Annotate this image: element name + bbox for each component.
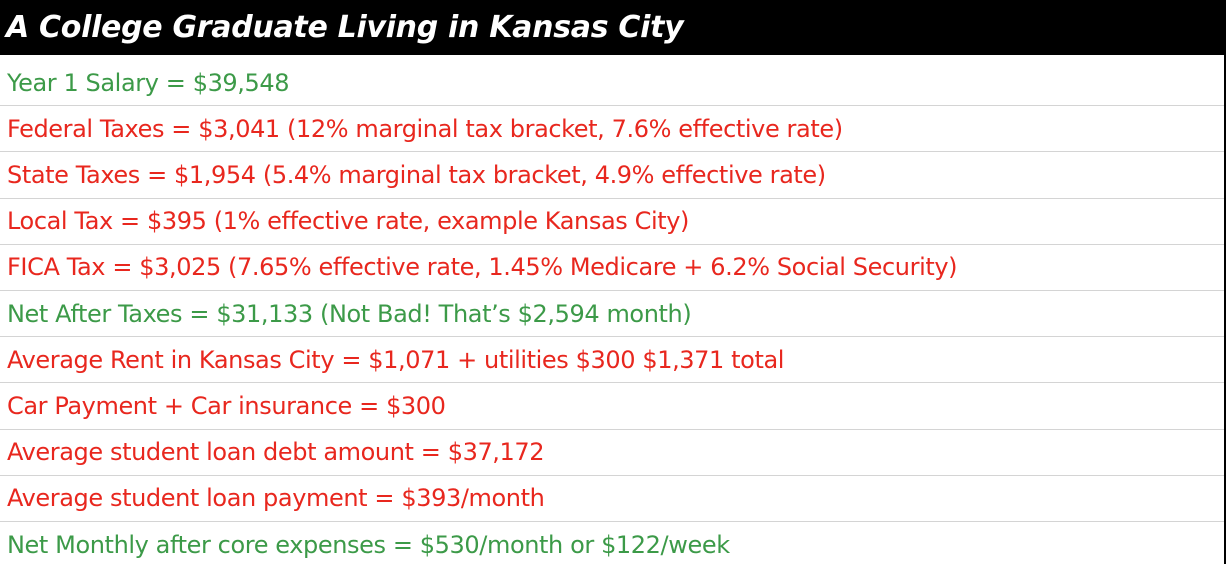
row-text: Federal Taxes = $3,041 (12% marginal tax…	[7, 114, 843, 143]
row-text: State Taxes = $1,954 (5.4% marginal tax …	[7, 160, 826, 189]
budget-row-salary: Year 1 Salary = $39,548	[0, 60, 1224, 107]
budget-row-local-tax: Local Tax = $395 (1% effective rate, exa…	[0, 199, 1224, 245]
row-text: Net Monthly after core expenses = $530/m…	[7, 530, 730, 559]
row-text: Net After Taxes = $31,133 (Not Bad! That…	[7, 299, 692, 328]
row-text: Average student loan debt amount = $37,1…	[7, 438, 545, 467]
budget-row-net-after-taxes: Net After Taxes = $31,133 (Not Bad! That…	[0, 291, 1224, 338]
title-bar: A College Graduate Living in Kansas City	[0, 0, 1226, 55]
budget-rows: Year 1 Salary = $39,548 Federal Taxes = …	[0, 60, 1224, 568]
budget-row-rent: Average Rent in Kansas City = $1,071 + u…	[0, 337, 1224, 384]
row-text: Average student loan payment = $393/mont…	[7, 484, 545, 513]
budget-row-car: Car Payment + Car insurance = $300	[0, 383, 1224, 430]
page-title: A College Graduate Living in Kansas City	[6, 10, 684, 45]
budget-row-fica-tax: FICA Tax = $3,025 (7.65% effective rate,…	[0, 245, 1224, 291]
row-text: Year 1 Salary = $39,548	[7, 68, 290, 97]
budget-row-loan-debt: Average student loan debt amount = $37,1…	[0, 430, 1224, 476]
row-text: Average Rent in Kansas City = $1,071 + u…	[7, 345, 785, 374]
row-text: FICA Tax = $3,025 (7.65% effective rate,…	[7, 253, 958, 282]
sheet-right-border	[1224, 55, 1226, 564]
budget-row-state-taxes: State Taxes = $1,954 (5.4% marginal tax …	[0, 152, 1224, 199]
row-text: Car Payment + Car insurance = $300	[7, 391, 446, 420]
budget-row-net-monthly: Net Monthly after core expenses = $530/m…	[0, 522, 1224, 568]
budget-row-federal-taxes: Federal Taxes = $3,041 (12% marginal tax…	[0, 106, 1224, 153]
row-text: Local Tax = $395 (1% effective rate, exa…	[7, 207, 689, 236]
budget-row-loan-payment: Average student loan payment = $393/mont…	[0, 476, 1224, 522]
